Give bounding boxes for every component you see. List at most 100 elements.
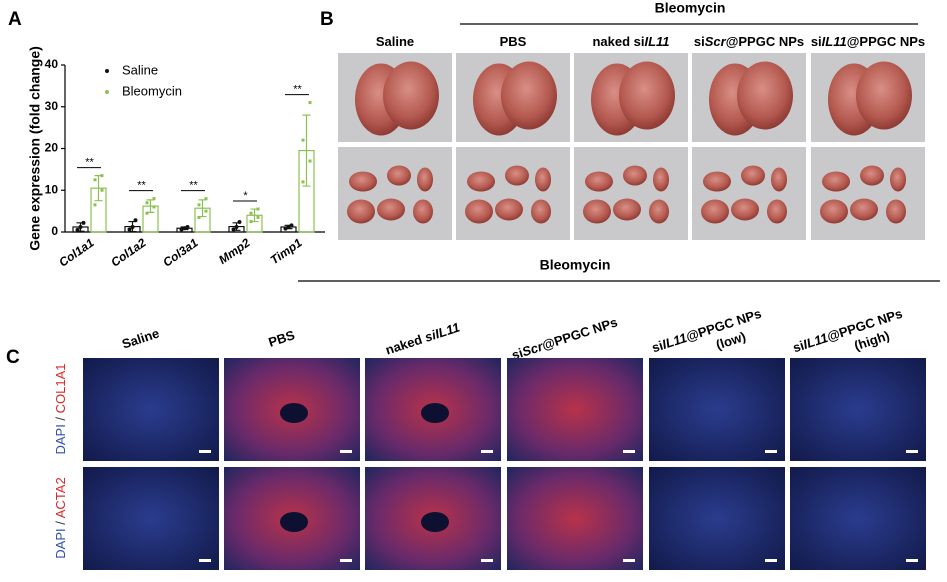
data-point (130, 224, 135, 229)
lung-lobe (767, 199, 787, 224)
column-label: Saline (376, 34, 414, 49)
lung-lobe (820, 199, 848, 224)
lung-lobe (583, 199, 611, 224)
column-label-group: siScr@PPGC NPs (510, 315, 619, 363)
label-part: @PPGC NPs (726, 34, 804, 49)
x-tick-label: Col3a1 (160, 235, 201, 269)
airway (421, 512, 449, 532)
row-label: DAPI / COL1A1 (53, 363, 68, 454)
lung-lobe (886, 199, 906, 224)
lung (737, 61, 793, 130)
data-point (301, 138, 305, 142)
lung-lobe (535, 167, 551, 192)
label-part: Scr (705, 34, 727, 49)
data-point (301, 180, 305, 184)
column-label: siScr@PPGC NPs (510, 315, 619, 363)
photo (338, 147, 452, 240)
micrograph (507, 358, 643, 461)
significance-label: * (243, 190, 248, 202)
lung-lobe (347, 199, 375, 224)
scale-bar (340, 559, 352, 562)
label-part: Scr (520, 339, 545, 360)
scale-bar (481, 559, 493, 562)
x-tick-label: Timp1 (268, 235, 305, 267)
column-label-group: Saline (120, 326, 161, 352)
lung-lobe (465, 199, 493, 224)
x-tick-label: Mmp2 (216, 235, 253, 267)
micrograph (790, 358, 926, 461)
data-point (133, 218, 138, 223)
label-part: IL11 (644, 34, 669, 49)
data-point (197, 203, 201, 207)
lung (619, 61, 675, 130)
column-label: Saline (120, 326, 161, 352)
label-part: IL11 (801, 330, 829, 352)
lung-lobe (613, 198, 641, 221)
data-point (93, 203, 97, 207)
scale-bar (623, 559, 635, 562)
label-part: @PPGC NPs (847, 34, 925, 49)
micrograph (790, 467, 926, 570)
data-point (308, 159, 312, 163)
significance-label: ** (293, 83, 302, 95)
label-part: / (53, 413, 68, 424)
group-label: Bleomycin (655, 0, 726, 16)
lung-lobe (623, 165, 647, 186)
data-point (204, 209, 208, 213)
label-part: si (694, 34, 705, 49)
significance-label: ** (85, 157, 94, 169)
legend-marker (105, 69, 109, 73)
label-part: @PPGC NPs (540, 315, 619, 353)
y-tick-label: 20 (45, 141, 59, 155)
lung (501, 61, 557, 130)
label-part: Saline (376, 34, 414, 49)
y-tick-label: 40 (45, 57, 59, 71)
panel-label: C (6, 347, 20, 368)
data-point (308, 101, 312, 105)
legend-label: Bleomycin (122, 83, 182, 98)
data-point (289, 223, 294, 228)
scale-bar (906, 559, 918, 562)
column-label: naked siIL11 (592, 34, 669, 49)
lung-lobe (653, 167, 669, 192)
photo (574, 147, 688, 240)
lung-lobe (585, 171, 613, 192)
row-label: DAPI / ACTA2 (53, 477, 68, 558)
lung-lobe (417, 167, 433, 192)
lung-lobe (850, 198, 878, 221)
label-part: IL11 (660, 330, 688, 352)
label-part: Saline (120, 326, 161, 352)
airway (421, 403, 449, 423)
scale-bar (623, 450, 635, 453)
label-part: / (53, 518, 68, 528)
lung-lobe (495, 198, 523, 221)
lung-lobe (531, 199, 551, 224)
column-label: siIL11@PPGC NPs (650, 306, 763, 356)
y-axis-label: Gene expression (fold change) (27, 46, 43, 251)
lung-lobe (505, 165, 529, 186)
data-point (152, 205, 156, 209)
lung-lobe (890, 167, 906, 192)
lung-lobe (771, 167, 787, 192)
error-bar (302, 114, 311, 187)
column-label: siIL11@PPGC NPs (811, 34, 925, 49)
label-part: si (650, 338, 665, 356)
lung-lobe (649, 199, 669, 224)
data-point (100, 188, 104, 192)
micrograph (649, 467, 785, 570)
label-part: naked (384, 331, 428, 358)
data-point (78, 224, 83, 229)
airway (280, 512, 308, 532)
scale-bar (340, 450, 352, 453)
data-point (145, 201, 149, 205)
micrograph (83, 467, 219, 570)
label-part: si (791, 338, 806, 356)
column-label-group: naked siIL11 (384, 320, 462, 358)
lung-lobe (467, 171, 495, 192)
column-label: naked siIL11 (384, 320, 462, 358)
y-tick-label: 0 (51, 224, 58, 238)
data-point (182, 226, 187, 231)
label-part: DAPI (53, 528, 68, 558)
panel-label: B (320, 9, 334, 30)
